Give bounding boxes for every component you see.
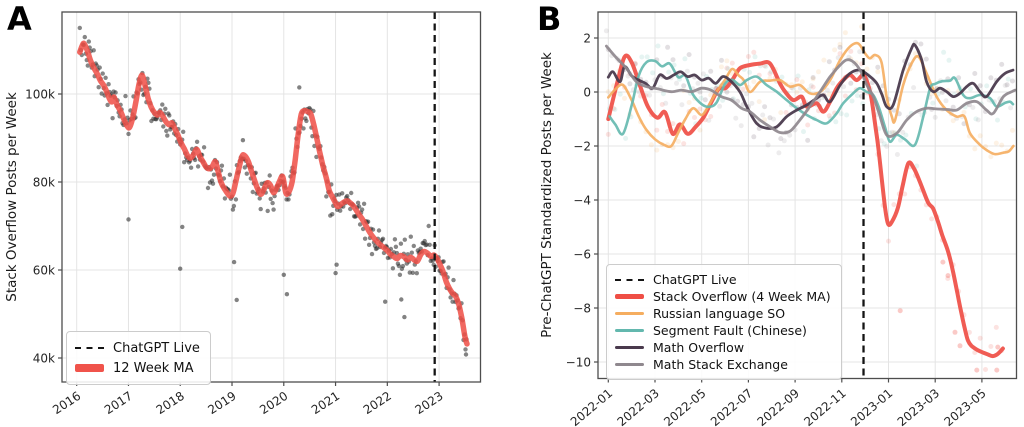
svg-text:2019: 2019	[205, 389, 238, 417]
legend-item-chatgpt-live: ChatGPT Live	[75, 338, 200, 358]
legend-item-russian-so: Russian language SO	[615, 305, 831, 322]
svg-text:2022-05: 2022-05	[661, 386, 708, 427]
legend-item-math-stack-exchange: Math Stack Exchange	[615, 356, 831, 373]
panel-a-y-axis-label: Stack Overflow Posts per Week	[4, 92, 20, 302]
svg-text:100k: 100k	[25, 88, 55, 102]
svg-text:2022: 2022	[361, 389, 394, 417]
svg-text:2023: 2023	[412, 389, 445, 417]
legend-item-label: 12 Week MA	[113, 360, 194, 376]
svg-text:80k: 80k	[33, 176, 55, 190]
purple-line-swatch-icon	[615, 345, 644, 350]
legend-item-label: ChatGPT Live	[113, 340, 200, 356]
teal-line-swatch-icon	[615, 328, 644, 333]
svg-text:2023-05: 2023-05	[941, 386, 988, 427]
svg-text:2: 2	[583, 32, 591, 46]
legend-item-12-week-ma: 12 Week MA	[75, 358, 200, 378]
legend-item-chatgpt-live: ChatGPT Live	[615, 271, 831, 288]
svg-text:−10: −10	[566, 356, 591, 370]
svg-text:2022-03: 2022-03	[615, 386, 662, 427]
legend-item-label: Segment Fault (Chinese)	[653, 323, 807, 338]
svg-text:2017: 2017	[102, 389, 135, 417]
svg-text:2023-03: 2023-03	[895, 386, 942, 427]
legend-item-label: Stack Overflow (4 Week MA)	[653, 289, 831, 304]
svg-text:2022-01: 2022-01	[568, 386, 615, 427]
legend-item-segment-fault: Segment Fault (Chinese)	[615, 322, 831, 339]
dashed-line-swatch-icon	[75, 347, 104, 349]
legend-item-stack-overflow: Stack Overflow (4 Week MA)	[615, 288, 831, 305]
svg-text:−8: −8	[573, 302, 591, 316]
legend-item-label: Russian language SO	[653, 306, 786, 321]
dashed-line-swatch-icon	[615, 278, 644, 281]
panel-a-legend: ChatGPT Live 12 Week MA	[66, 331, 211, 385]
legend-item-label: Math Stack Exchange	[653, 357, 788, 372]
red-line-swatch-icon	[615, 294, 644, 299]
svg-text:2016: 2016	[50, 389, 83, 417]
svg-text:2020: 2020	[257, 389, 290, 417]
svg-text:2023-01: 2023-01	[848, 386, 895, 427]
legend-item-label: ChatGPT Live	[653, 272, 737, 287]
panel-b-y-axis-label: Pre-ChatGPT Standardized Posts per Week	[539, 52, 555, 338]
gray-line-swatch-icon	[615, 362, 644, 367]
svg-text:0: 0	[583, 86, 591, 100]
svg-text:2022-11: 2022-11	[801, 386, 848, 427]
svg-text:2022-09: 2022-09	[755, 386, 802, 427]
panel-b-legend: ChatGPT Live Stack Overflow (4 Week MA) …	[606, 264, 842, 380]
orange-line-swatch-icon	[615, 311, 644, 316]
svg-text:−2: −2	[573, 140, 591, 154]
panel-a-label: A	[7, 0, 32, 38]
red-line-swatch-icon	[75, 364, 104, 372]
svg-text:−6: −6	[573, 248, 591, 262]
svg-text:60k: 60k	[33, 264, 55, 278]
legend-item-math-overflow: Math Overflow	[615, 339, 831, 356]
svg-text:2021: 2021	[309, 389, 342, 417]
svg-text:−4: −4	[573, 194, 591, 208]
svg-text:40k: 40k	[33, 352, 55, 366]
svg-text:2022-07: 2022-07	[708, 386, 755, 427]
panel-b-label: B	[537, 0, 562, 38]
svg-text:2018: 2018	[154, 389, 187, 417]
legend-item-label: Math Overflow	[653, 340, 745, 355]
